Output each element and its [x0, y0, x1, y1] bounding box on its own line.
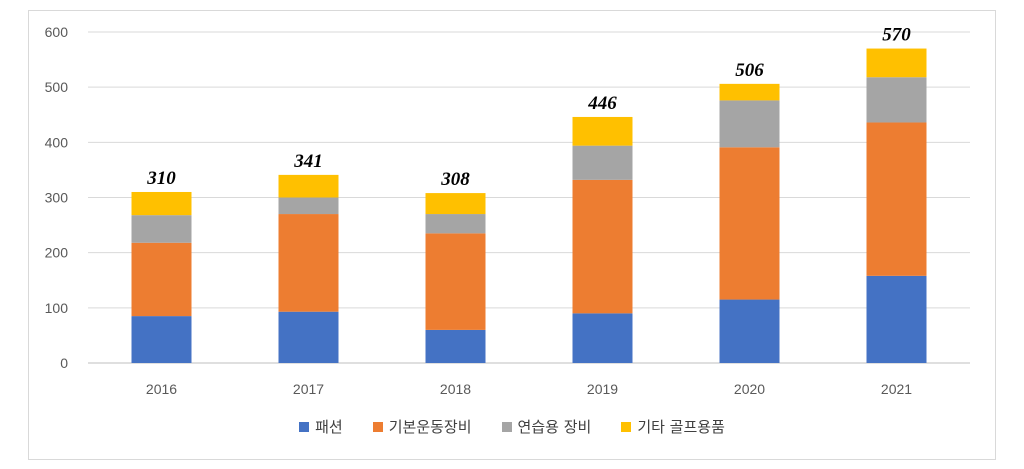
bar-segment	[278, 214, 339, 312]
bar-segment	[131, 215, 192, 243]
bar-segment	[719, 100, 780, 148]
bar-segment	[719, 147, 780, 300]
y-tick-label: 500	[45, 79, 69, 95]
bar-segment	[866, 122, 927, 276]
total-label: 310	[146, 168, 176, 189]
chart-legend: 패션 기본운동장비 연습용 장비 기타 골프용품	[0, 416, 1024, 437]
legend-item-other-golf: 기타 골프용품	[621, 416, 725, 437]
legend-swatch-other-golf	[621, 421, 632, 432]
bar-segment	[866, 77, 927, 123]
bar-segment	[866, 48, 927, 78]
bar-segment	[278, 174, 339, 198]
legend-swatch-practice-equipment	[501, 421, 512, 432]
x-tick-label: 2016	[146, 381, 177, 397]
y-tick-label: 400	[45, 134, 69, 150]
total-label: 570	[882, 25, 911, 46]
bar-segment	[131, 191, 192, 216]
total-label: 308	[440, 169, 470, 190]
legend-item-basic-equipment: 기본운동장비	[372, 416, 472, 437]
bar-segment	[131, 316, 192, 363]
x-tick-label: 2019	[587, 381, 618, 397]
legend-label-fashion: 패션	[315, 418, 343, 436]
legend-item-fashion: 패션	[299, 416, 343, 437]
legend-label-other-golf: 기타 골프용품	[637, 418, 725, 436]
x-tick-label: 2017	[293, 381, 324, 397]
y-tick-label: 0	[60, 355, 68, 371]
bar-segment	[278, 197, 339, 215]
total-label: 506	[735, 60, 764, 81]
legend-label-basic-equipment: 기본운동장비	[388, 418, 472, 436]
total-label: 341	[293, 151, 323, 172]
x-tick-label: 2018	[440, 381, 471, 397]
y-tick-label: 100	[45, 300, 69, 316]
total-label: 446	[587, 93, 617, 114]
bar-segment	[425, 193, 486, 215]
bar-segment	[572, 313, 633, 363]
bar-segment	[572, 116, 633, 146]
y-tick-label: 300	[45, 190, 69, 206]
legend-item-practice-equipment: 연습용 장비	[501, 416, 592, 437]
bar-segment	[425, 214, 486, 234]
bar-segment	[425, 329, 486, 363]
stacked-bar-chart: 0 100 200 300 400 500 600 310 2016 341 2017 308 2018…	[45, 24, 970, 397]
bar-segment	[425, 233, 486, 330]
bar-segment	[278, 311, 339, 363]
bar-segment	[719, 299, 780, 363]
bar-segment	[866, 275, 927, 363]
bar-segment	[719, 83, 780, 101]
legend-swatch-basic-equipment	[372, 421, 383, 432]
bar-segment	[131, 242, 192, 317]
y-tick-label: 200	[45, 245, 69, 261]
legend-swatch-fashion	[299, 421, 310, 432]
y-tick-label: 600	[45, 24, 69, 40]
legend-label-practice-equipment: 연습용 장비	[517, 418, 592, 436]
x-tick-label: 2020	[734, 381, 765, 397]
x-tick-label: 2021	[881, 381, 912, 397]
bar-segment	[572, 179, 633, 314]
bar-segment	[572, 145, 633, 180]
